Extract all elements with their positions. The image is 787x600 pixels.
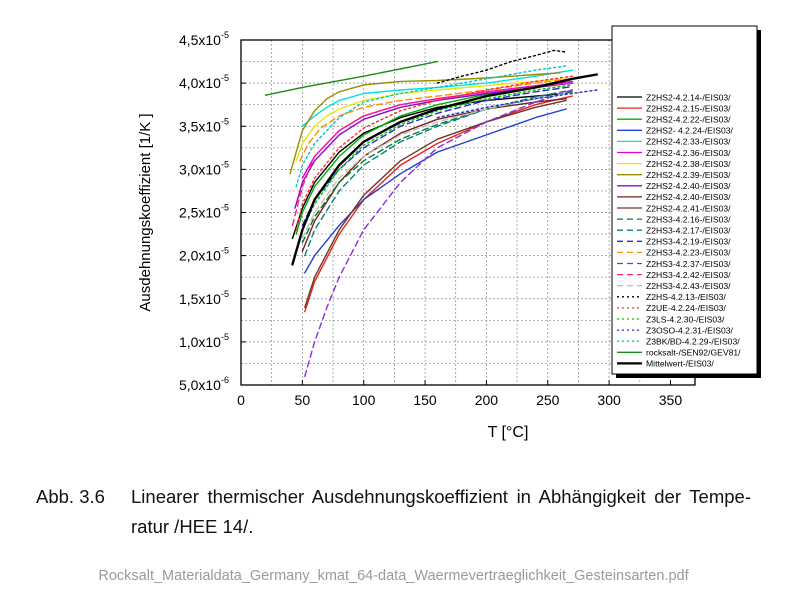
series-line — [304, 89, 573, 257]
caption-line-2: ratur /HEE 14/. — [131, 516, 254, 537]
source-filename: Rocksalt_Materialdata_Germany_kmat_64-da… — [98, 568, 689, 584]
x-tick-label: 250 — [536, 392, 560, 408]
legend-label: Z2HS2-4.2.15-/EIS03/ — [646, 103, 731, 113]
y-tick-label: 5,0x10-6 — [179, 375, 229, 393]
series-line — [436, 89, 598, 119]
series-line — [301, 97, 567, 253]
series-line — [291, 82, 573, 227]
legend-box — [611, 25, 758, 375]
legend-label: Z3LS-4.2.30-/EIS03/ — [646, 314, 725, 324]
y-tick-label: 2,5x10-5 — [179, 203, 229, 221]
legend-label: Z2HS3-4.2.19-/EIS03/ — [646, 237, 731, 247]
x-tick-label: 50 — [295, 392, 311, 408]
legend-label: Z2HS2-4.2.14-/EIS03/ — [646, 92, 731, 102]
series-line — [301, 69, 573, 128]
y-tick-label: 1,5x10-5 — [179, 289, 229, 307]
legend-label: Z2HS2-4.2.38-/EIS03/ — [646, 159, 731, 169]
series-line — [436, 49, 567, 84]
chart: 0 50 100 150 200 250 300 350 5,0x10-6 1,0x10-5 1,5… — [137, 25, 761, 441]
x-tick-label: 300 — [597, 392, 621, 408]
x-tick-label: 200 — [475, 392, 499, 408]
y-tick-label: 4,5x10-5 — [179, 30, 229, 48]
x-tick-label: 350 — [659, 392, 683, 408]
series-line — [264, 60, 438, 96]
legend-label: Z2HS2- 4.2.24-/EIS03/ — [646, 126, 734, 136]
series-line — [295, 78, 567, 162]
legend-label: Z2HS-4.2.13-/EIS03/ — [646, 292, 726, 302]
series-line — [304, 89, 573, 378]
series-line — [301, 84, 573, 231]
series-line — [304, 108, 567, 274]
y-tick-label: 4,0x10-5 — [179, 73, 229, 91]
legend-label: Z2HS2-4.2.36-/EIS03/ — [646, 148, 731, 158]
caption-line-1: Linearer thermischer Ausdehnungskoeffizi… — [131, 486, 751, 507]
axis-ticks: 0 50 100 150 200 250 300 350 5,0x10-6 1,0x10-5 1,5… — [179, 30, 682, 408]
series-line — [304, 95, 573, 313]
legend-label: Z2HS3-4.2.16-/EIS03/ — [646, 214, 731, 224]
legend-label: Mittelwert-/EIS03/ — [646, 359, 714, 369]
legend-label: Z3OSO-4.2.31-/EIS03/ — [646, 325, 734, 335]
legend-label: Z2HS3-4.2.37-/EIS03/ — [646, 259, 731, 269]
y-tick-label: 3,5x10-5 — [179, 116, 229, 134]
legend: Z2HS2-4.2.14-/EIS03/Z2HS2-4.2.15-/EIS03/… — [611, 25, 761, 378]
legend-items: Z2HS2-4.2.14-/EIS03/Z2HS2-4.2.15-/EIS03/… — [617, 92, 741, 369]
y-axis-label: Ausdehnungskoeffizient [1/K ] — [137, 113, 154, 311]
series-line — [291, 92, 567, 240]
y-tick-label: 3,0x10-5 — [179, 159, 229, 177]
legend-label: Z2HS2-4.2.40-/EIS03/ — [646, 192, 731, 202]
x-tick-label: 100 — [352, 392, 376, 408]
series-line — [304, 99, 567, 309]
series-line — [295, 65, 567, 188]
legend-label: Z2HS2-4.2.22-/EIS03/ — [646, 115, 731, 125]
series-line — [301, 92, 567, 240]
legend-label: Z2HS3-4.2.17-/EIS03/ — [646, 226, 731, 236]
x-tick-label: 150 — [413, 392, 437, 408]
legend-label: Z2HS3-4.2.42-/EIS03/ — [646, 270, 731, 280]
series-line — [299, 78, 573, 162]
x-tick-label: 0 — [237, 392, 245, 408]
series-line — [295, 75, 573, 231]
legend-label: Z2HS2-4.2.40-/EIS03/ — [646, 181, 731, 191]
series-line — [291, 73, 598, 266]
y-tick-label: 1,0x10-5 — [179, 332, 229, 350]
series-group — [264, 49, 598, 378]
x-axis-label: T [°C] — [488, 424, 529, 441]
legend-label: rocksalt-/SEN92/GEV81/ — [646, 348, 741, 358]
legend-label: Z3BK/BD-4.2.29-/EIS03/ — [646, 337, 740, 347]
y-tick-label: 2,0x10-5 — [179, 246, 229, 264]
figure-label: Abb. 3.6 — [36, 486, 105, 507]
legend-label: Z2HS3-4.2.43-/EIS03/ — [646, 281, 731, 291]
legend-label: Z2HS3-4.2.23-/EIS03/ — [646, 248, 731, 258]
legend-label: Z2HS2-4.2.39-/EIS03/ — [646, 170, 731, 180]
legend-label: Z2HS2-4.2.33-/EIS03/ — [646, 137, 731, 147]
legend-label: Z2UE-4.2.24-/EIS03/ — [646, 303, 726, 313]
legend-label: Z2HS2-4.2.41-/EIS03/ — [646, 203, 731, 213]
